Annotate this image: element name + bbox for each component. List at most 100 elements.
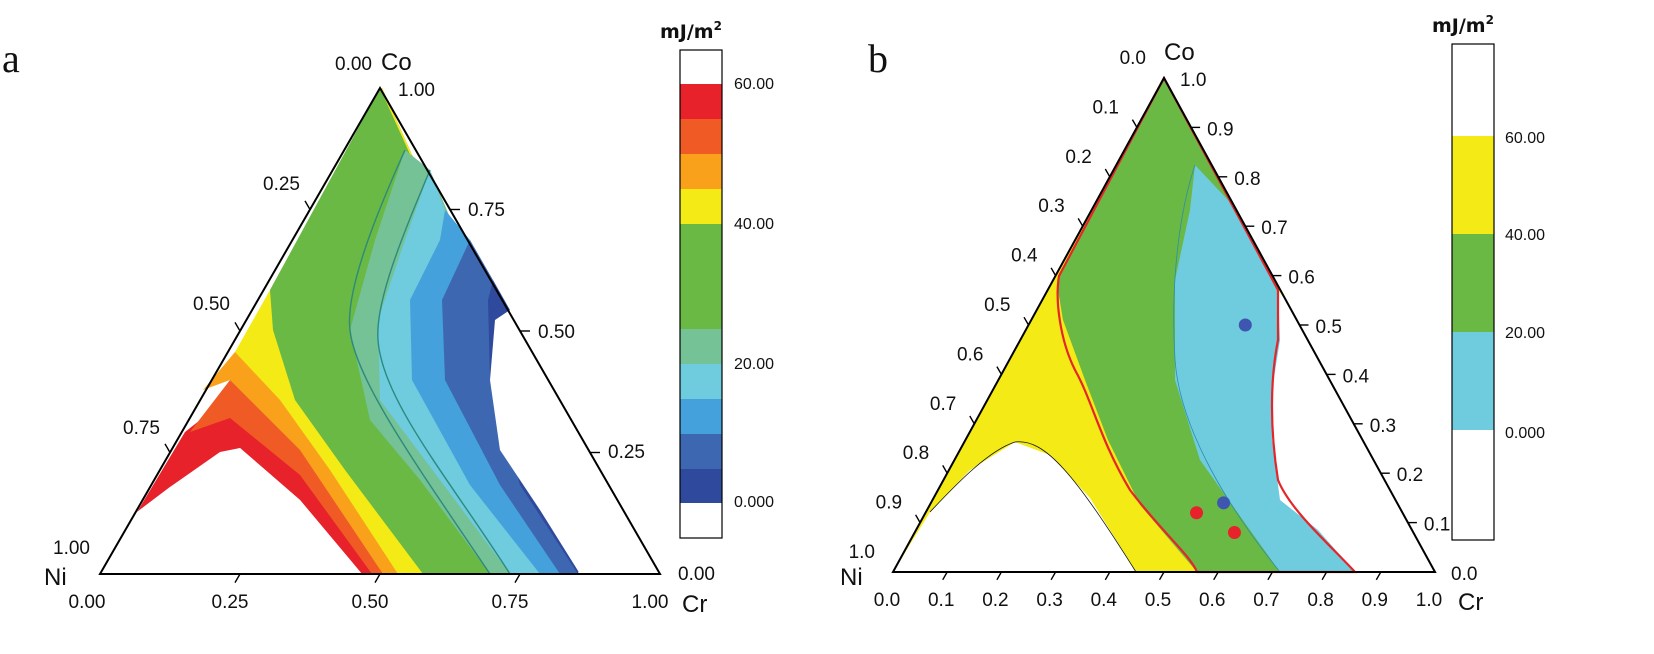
panel-a-bottom-tick: 1.00 bbox=[632, 592, 669, 613]
panel-a-bottom-tick: 0.25 bbox=[212, 592, 249, 613]
panel-b-bottom-tick: 0.8 bbox=[1307, 590, 1333, 611]
panel-a-left-tick: 0.75 bbox=[123, 418, 160, 439]
panel-b-colorbar: mJ/m2 60.00 40.00 20.00 0.000 bbox=[1432, 13, 1545, 541]
panel-a-tick bbox=[374, 573, 381, 584]
panel-b-tick bbox=[996, 366, 1003, 375]
panel-a-colorbar-band bbox=[680, 119, 722, 154]
panel-b-tick bbox=[1375, 571, 1382, 581]
panel-b-colorbar-unit: mJ/m2 bbox=[1432, 13, 1494, 37]
panel-a-colorbar-band bbox=[680, 224, 722, 329]
panel-a-contours bbox=[100, 88, 660, 575]
panel-b-contour-20 bbox=[1173, 164, 1281, 573]
panel-b-data-point bbox=[1238, 318, 1252, 332]
panel-a-bottom-tick: 0.50 bbox=[352, 592, 389, 613]
panel-b-right-tick: 0.0 bbox=[1451, 564, 1477, 585]
panel-b-bottom-tick: 0.3 bbox=[1036, 590, 1062, 611]
panel-a-tick bbox=[164, 443, 171, 453]
panel-a-contour-line bbox=[377, 169, 511, 575]
panel-b-tick bbox=[1213, 571, 1219, 581]
panel-a-contour-line bbox=[348, 149, 491, 575]
panel-b-right-tick: 1.0 bbox=[1180, 70, 1206, 91]
panel-b-right-tick: 0.3 bbox=[1370, 416, 1396, 437]
panel-a-right-tick: 0.50 bbox=[538, 322, 575, 343]
panel-a-tick bbox=[234, 321, 241, 332]
panel-a-left-tick: 0.00 bbox=[335, 54, 372, 75]
panel-b-right-tick: 0.8 bbox=[1234, 169, 1260, 190]
panel-a-bottom-tick: 0.75 bbox=[492, 592, 529, 613]
panel-b-right-tick: 0.7 bbox=[1261, 218, 1287, 239]
panel-b-tick-labels: 0.0 0.0 0.0 0.1 0.1 0.1 0.2 0.2 0.2 0.3 0.3 0.3 0.4 0… bbox=[849, 48, 1478, 611]
panel-a-colorbar-band bbox=[680, 399, 722, 434]
panel-b-letter: b bbox=[868, 36, 888, 81]
panel-b-bottom-tick: 0.1 bbox=[928, 590, 954, 611]
panel-a-tick bbox=[514, 573, 521, 584]
panel-a-vertex-co: Co bbox=[381, 49, 412, 76]
panel-b-left-tick: 0.3 bbox=[1038, 196, 1064, 217]
panel-b-tick bbox=[1267, 571, 1274, 581]
panel-b-vertex-co: Co bbox=[1164, 39, 1195, 66]
panel-b-vertex-ni: Ni bbox=[840, 564, 863, 591]
panel-a-colorbar-band bbox=[680, 84, 722, 119]
panel-a-colorbar-band bbox=[680, 154, 722, 189]
panel-b-bottom-tick: 0.9 bbox=[1362, 590, 1388, 611]
panel-a-right-tick: 0.75 bbox=[468, 200, 505, 221]
panel-b-right-tick: 0.4 bbox=[1343, 366, 1370, 387]
panel-a-colorbar-band bbox=[680, 364, 722, 399]
panel-a-right-tick: 0.00 bbox=[678, 564, 715, 585]
panel-b-right-tick: 0.9 bbox=[1207, 119, 1233, 140]
panel-b-bottom-tick: 0.0 bbox=[874, 590, 900, 611]
panel-b-tick bbox=[996, 571, 1003, 581]
panel-a-bottom-tick: 0.00 bbox=[69, 592, 106, 613]
panel-b-tick-marks bbox=[914, 119, 1417, 581]
panel-b-left-tick: 0.0 bbox=[1120, 48, 1146, 69]
panel-b-colorbar-label: 60.00 bbox=[1505, 130, 1545, 147]
panel-b-vertex-cr: Cr bbox=[1458, 589, 1483, 616]
panel-a-region-high bbox=[100, 448, 362, 574]
panel-b-tick bbox=[1158, 571, 1165, 581]
panel-b-points bbox=[1190, 318, 1252, 539]
panel-b-tick bbox=[1050, 571, 1057, 581]
panel-b-tick bbox=[1050, 267, 1057, 276]
panel-b-bottom-tick: 0.4 bbox=[1091, 590, 1118, 611]
panel-a-tick bbox=[304, 200, 311, 210]
panel-b-colorbar-band bbox=[1452, 44, 1494, 136]
panel-b-left-tick: 0.6 bbox=[957, 344, 983, 365]
panel-a-letter: a bbox=[2, 36, 20, 81]
panel-b-red-boundary bbox=[1056, 75, 1358, 574]
panel-b: b 0.00.00.00.10.10.10.20.20.20.30.30.30.… bbox=[840, 13, 1545, 616]
panel-b-colorbar-band bbox=[1452, 430, 1494, 540]
panel-b-colorbar-band bbox=[1452, 234, 1494, 332]
panel-b-tick bbox=[914, 514, 921, 523]
panel-a-colorbar-label: 0.000 bbox=[734, 494, 774, 511]
panel-b-left-tick: 1.0 bbox=[849, 542, 875, 563]
panel-a-vertex-cr: Cr bbox=[682, 591, 707, 618]
panel-a-colorbar: mJ/m2 60.00 40.00 20.00 0.000 bbox=[660, 19, 774, 539]
panel-b-contour-40 bbox=[929, 441, 1137, 573]
panel-b-left-tick: 0.1 bbox=[1092, 97, 1118, 118]
panel-b-left-tick: 0.4 bbox=[1011, 246, 1038, 267]
panel-b-right-tick: 0.1 bbox=[1424, 515, 1450, 536]
panel-b-tick bbox=[969, 415, 975, 425]
panel-b-tick bbox=[942, 465, 948, 474]
panel-a-vertex-ni: Ni bbox=[44, 564, 67, 591]
panel-a-left-tick: 1.00 bbox=[53, 538, 90, 559]
panel-b-bottom-tick: 0.6 bbox=[1199, 590, 1225, 611]
panel-a-region-negative bbox=[490, 310, 660, 574]
panel-b-colorbar-band bbox=[1452, 332, 1494, 430]
panel-a: a 0.00 0.25 0.50 0.75 1.00 bbox=[2, 19, 774, 618]
panel-b-left-tick: 0.5 bbox=[984, 295, 1010, 316]
panel-b-region-high bbox=[893, 442, 1136, 572]
panel-a-colorbar-unit: mJ/m2 bbox=[660, 19, 722, 43]
panel-a-colorbar-band bbox=[680, 50, 722, 84]
panel-b-tick bbox=[1321, 571, 1328, 581]
panel-b-bottom-tick: 0.7 bbox=[1253, 590, 1279, 611]
panel-b-bottom-tick: 1.0 bbox=[1416, 590, 1442, 611]
panel-b-contours bbox=[893, 75, 1435, 574]
panel-b-region-negative bbox=[1272, 290, 1435, 572]
panel-a-colorbar-band bbox=[680, 503, 722, 538]
panel-b-tick bbox=[1104, 571, 1111, 581]
panel-b-right-tick: 0.5 bbox=[1316, 317, 1342, 338]
panel-a-colorbar-label: 40.00 bbox=[734, 216, 774, 233]
panel-a-colorbar-label: 60.00 bbox=[734, 76, 774, 93]
